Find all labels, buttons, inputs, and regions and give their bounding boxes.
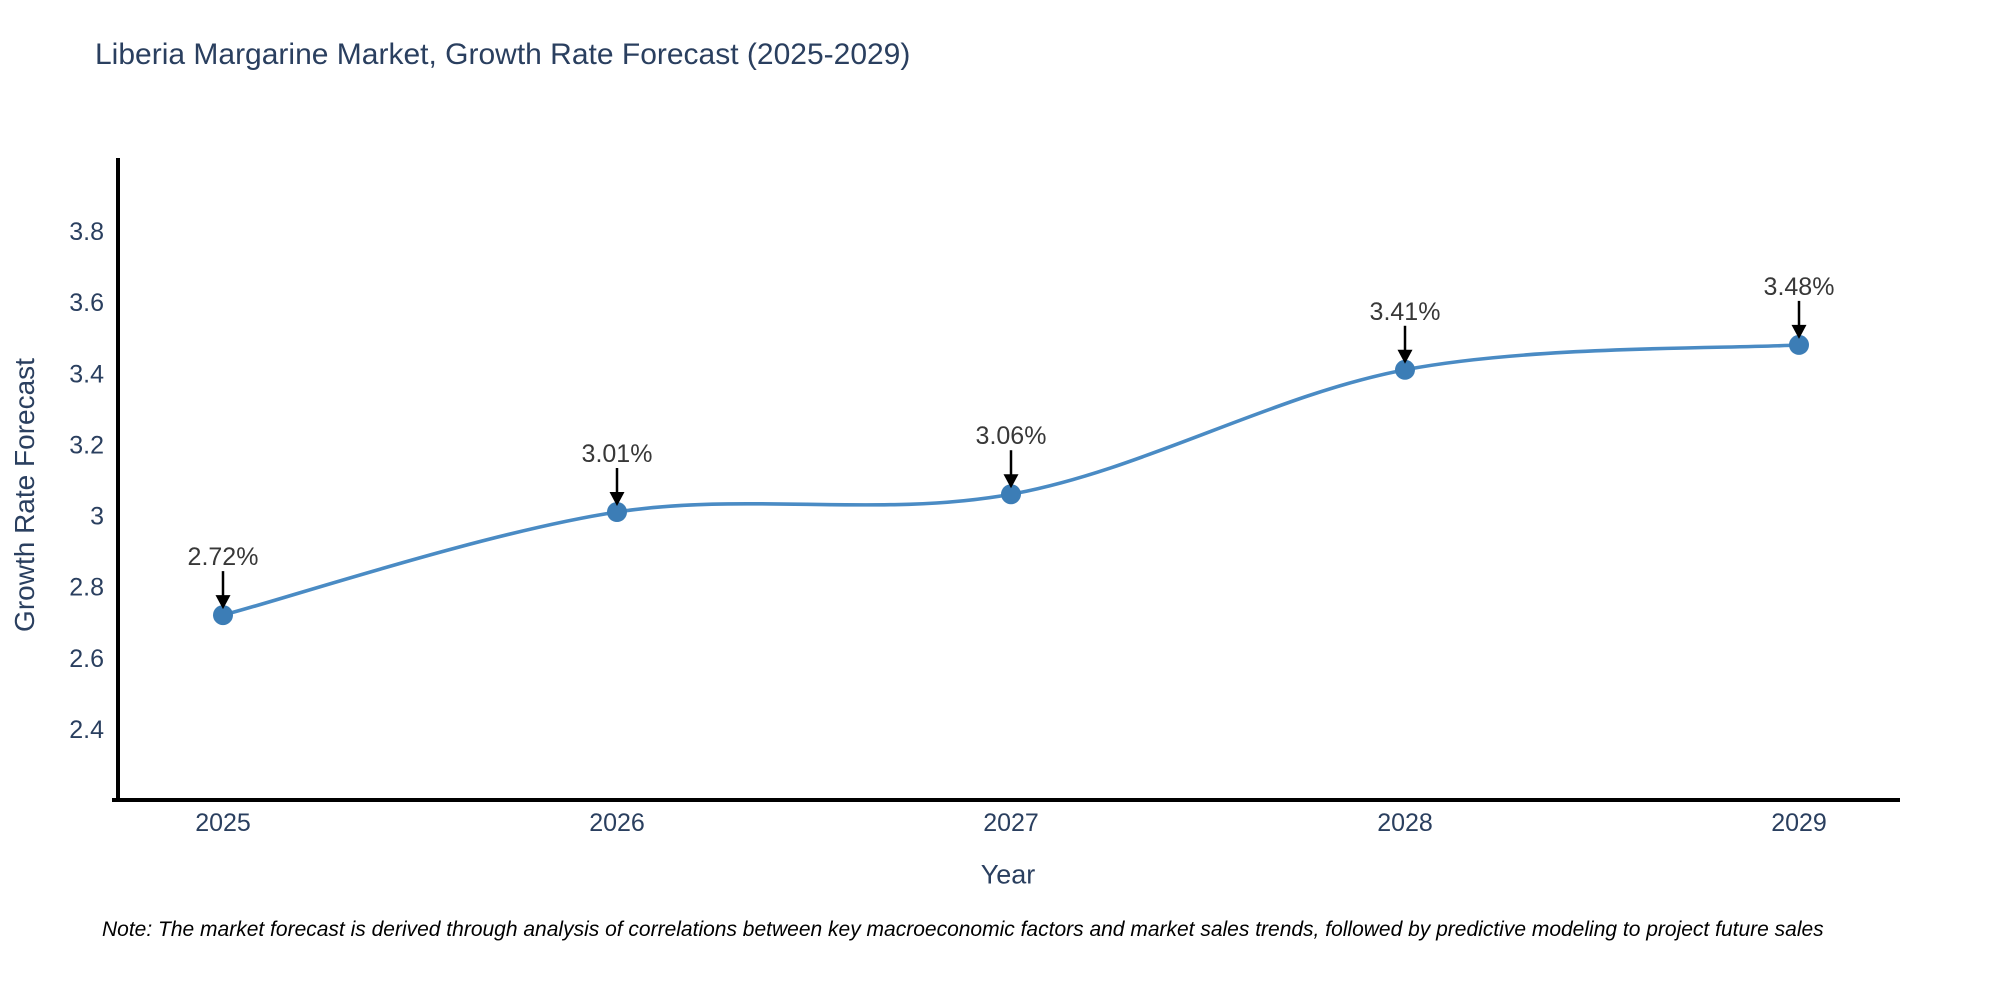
y-tick-label: 2.6 <box>69 645 104 673</box>
data-point-label: 3.41% <box>1370 298 1441 326</box>
chart-footnote: Note: The market forecast is derived thr… <box>102 918 1824 941</box>
y-tick-label: 2.8 <box>69 574 104 602</box>
annotation-arrowhead <box>1791 324 1807 339</box>
data-point-marker <box>1789 334 1809 355</box>
data-point-marker <box>1001 484 1021 505</box>
y-tick-label: 3.8 <box>69 218 104 246</box>
data-point-label: 2.72% <box>188 543 259 571</box>
x-tick-label: 2027 <box>983 809 1039 837</box>
x-tick-label: 2025 <box>195 809 251 837</box>
x-tick-label: 2026 <box>589 809 645 837</box>
data-point-marker <box>607 502 627 522</box>
data-point-marker <box>1395 359 1415 380</box>
x-tick-label: 2029 <box>1771 809 1827 837</box>
data-point-marker <box>213 605 233 626</box>
y-tick-label: 3 <box>90 503 104 531</box>
annotation-arrowhead <box>609 492 625 506</box>
y-tick-label: 3.2 <box>69 431 104 459</box>
y-tick-label: 3.6 <box>69 289 104 317</box>
x-tick-label: 2028 <box>1377 809 1433 837</box>
chart-title: Liberia Margarine Market, Growth Rate Fo… <box>95 38 911 71</box>
annotation-arrowhead <box>215 595 231 610</box>
data-point-label: 3.06% <box>976 422 1047 450</box>
x-axis-title: Year <box>980 859 1036 890</box>
y-tick-label: 2.4 <box>69 716 104 744</box>
annotation-arrowhead <box>1003 474 1019 489</box>
data-point-label: 3.01% <box>582 440 653 468</box>
annotation-arrowhead <box>1397 349 1413 364</box>
data-point-label: 3.48% <box>1764 273 1835 301</box>
y-tick-label: 3.4 <box>69 360 104 388</box>
